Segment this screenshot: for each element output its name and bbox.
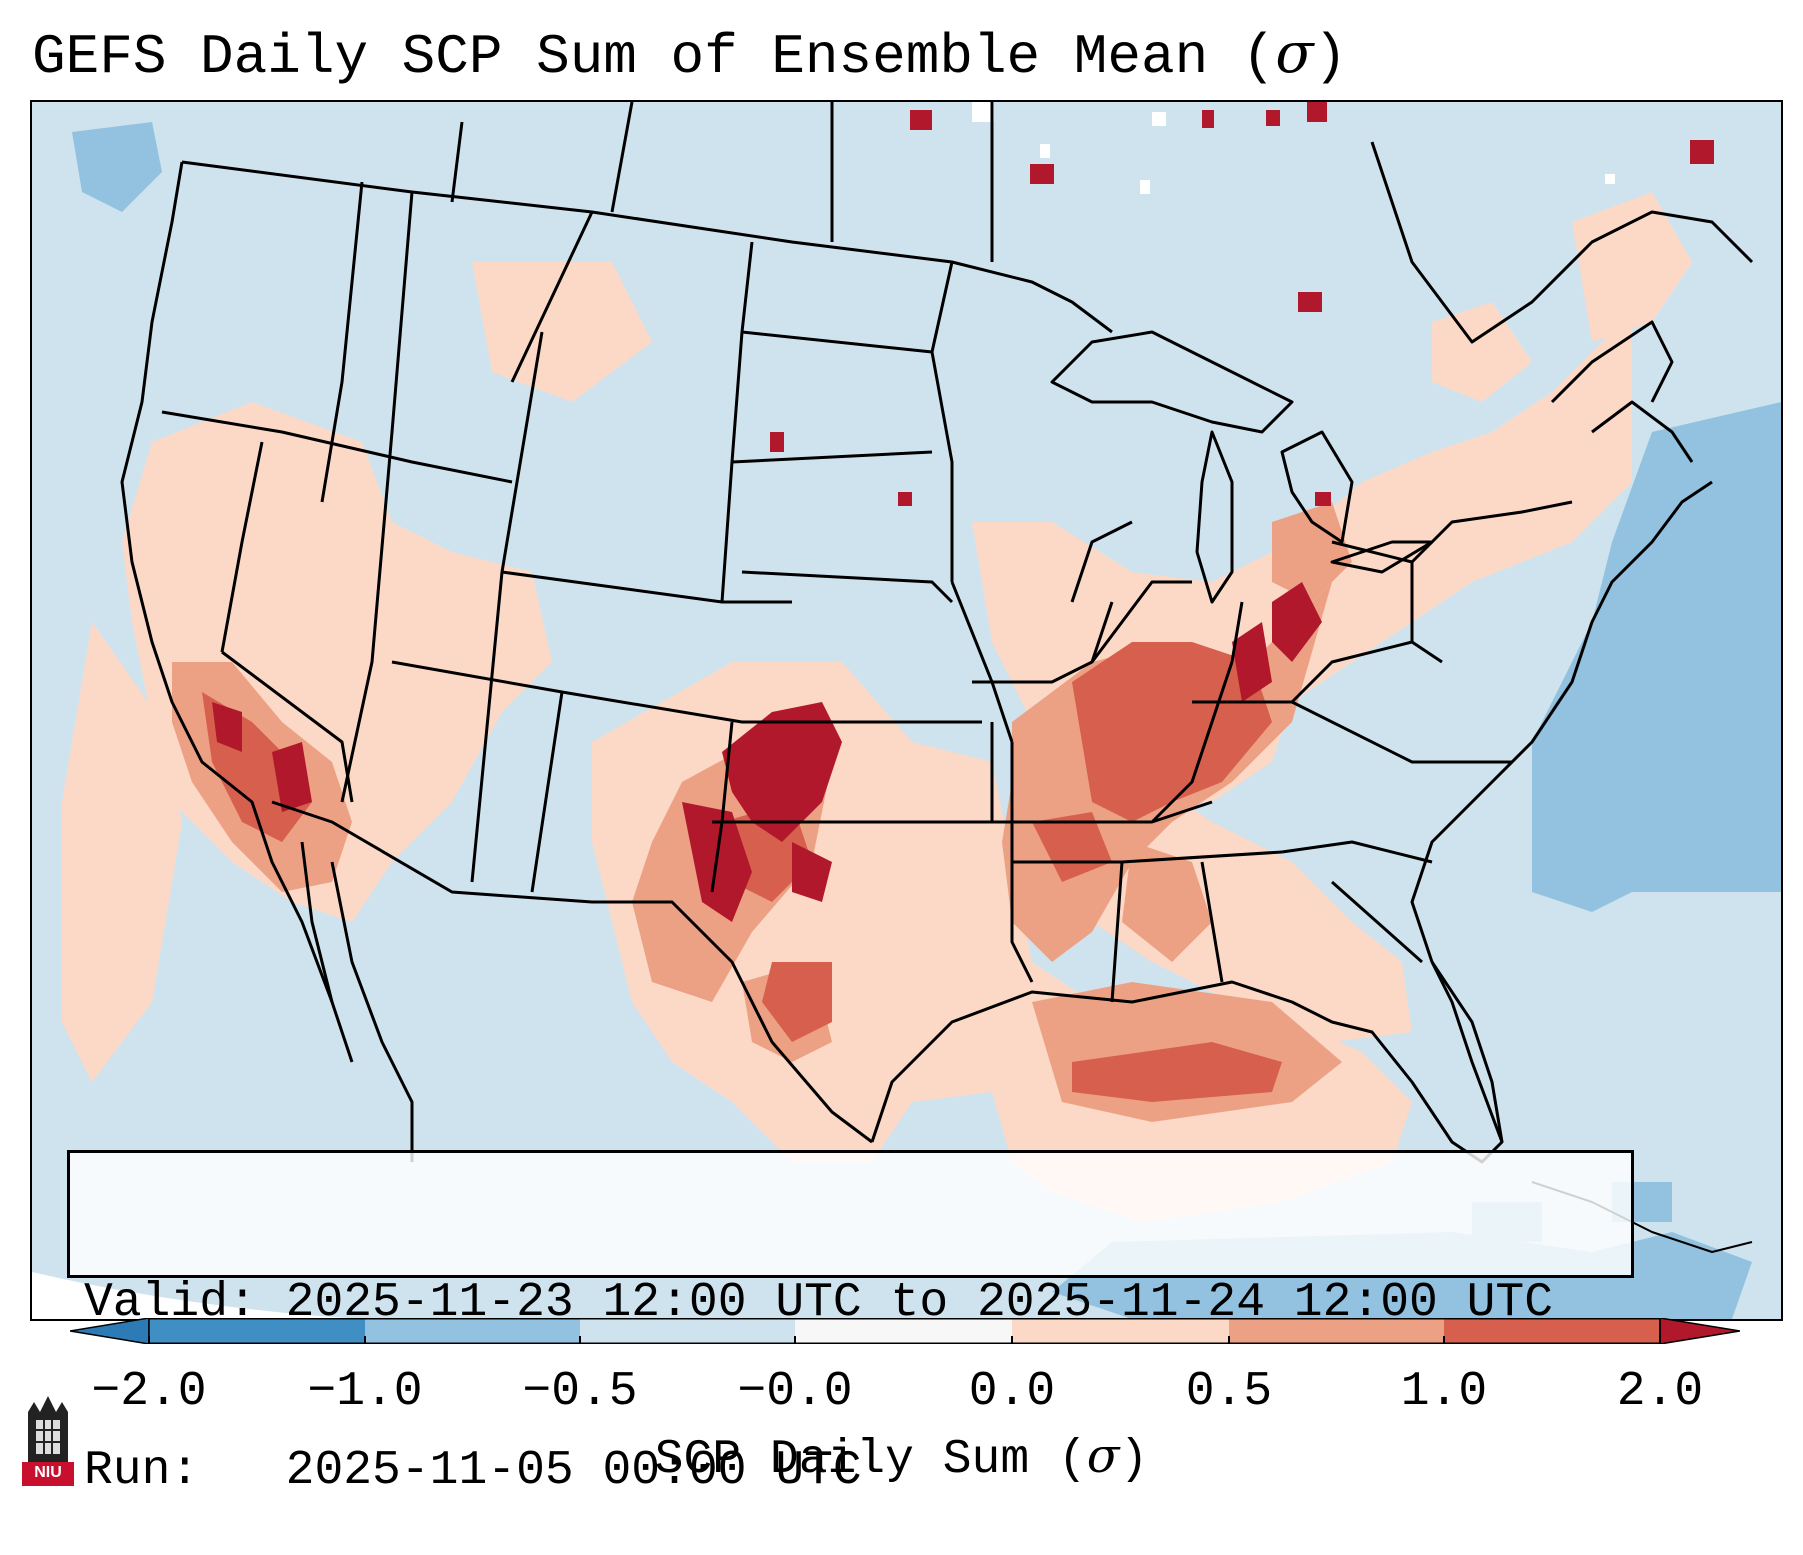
colorbar-bin-extend-high (1659, 1318, 1740, 1344)
projection-edge (32, 1272, 732, 1319)
colorbar-bar (70, 1318, 1740, 1344)
political-boundaries (120, 102, 1754, 1253)
colorbar-outline (148, 1318, 1661, 1344)
colorbar-tick-label: −0.0 (737, 1365, 853, 1419)
niu-logo: NIU (20, 1392, 76, 1488)
colorbar-tick-label: −0.5 (522, 1365, 638, 1419)
colorbar-bin-6 (1229, 1318, 1444, 1344)
colorbar-tick-label: 0.0 (968, 1365, 1056, 1419)
niu-logo-icon (22, 1396, 74, 1486)
colorbar-bin-3 (580, 1318, 795, 1344)
extreme-positive-regions (212, 102, 1714, 922)
run-time-line: Run: 2025-11-05 00:00 UTC (84, 1444, 862, 1498)
colorbar-bin-2 (365, 1318, 580, 1344)
neutral-pixels (972, 102, 1615, 194)
colorbar-bin-1 (149, 1318, 365, 1344)
map-panel (30, 100, 1783, 1321)
map-title: GEFS Daily SCP Sum of Ensemble Mean (σ) (32, 21, 1348, 90)
colorbar-bin-extend-low (70, 1318, 150, 1344)
colorbar-label: SCP Daily Sum (σ) (654, 1428, 1149, 1487)
niu-logo-text: NIU (34, 1464, 62, 1481)
colorbar-bin-7 (1444, 1318, 1660, 1344)
colorbar-tick-label: −1.0 (307, 1365, 423, 1419)
colorbar-tick-label: 2.0 (1616, 1365, 1704, 1419)
colorbar-tick-label: 0.5 (1185, 1365, 1273, 1419)
colorbar-bin-4 (795, 1318, 1012, 1344)
scp-map (32, 102, 1781, 1319)
valid-run-info-box: Valid: 2025-11-23 12:00 UTC to 2025-11-2… (67, 1150, 1634, 1498)
colorbar-tick-label: −2.0 (91, 1365, 207, 1419)
colorbar-bin-5 (1012, 1318, 1229, 1344)
colorbar (70, 1318, 1740, 1344)
colorbar-tick-label: 1.0 (1400, 1365, 1488, 1419)
